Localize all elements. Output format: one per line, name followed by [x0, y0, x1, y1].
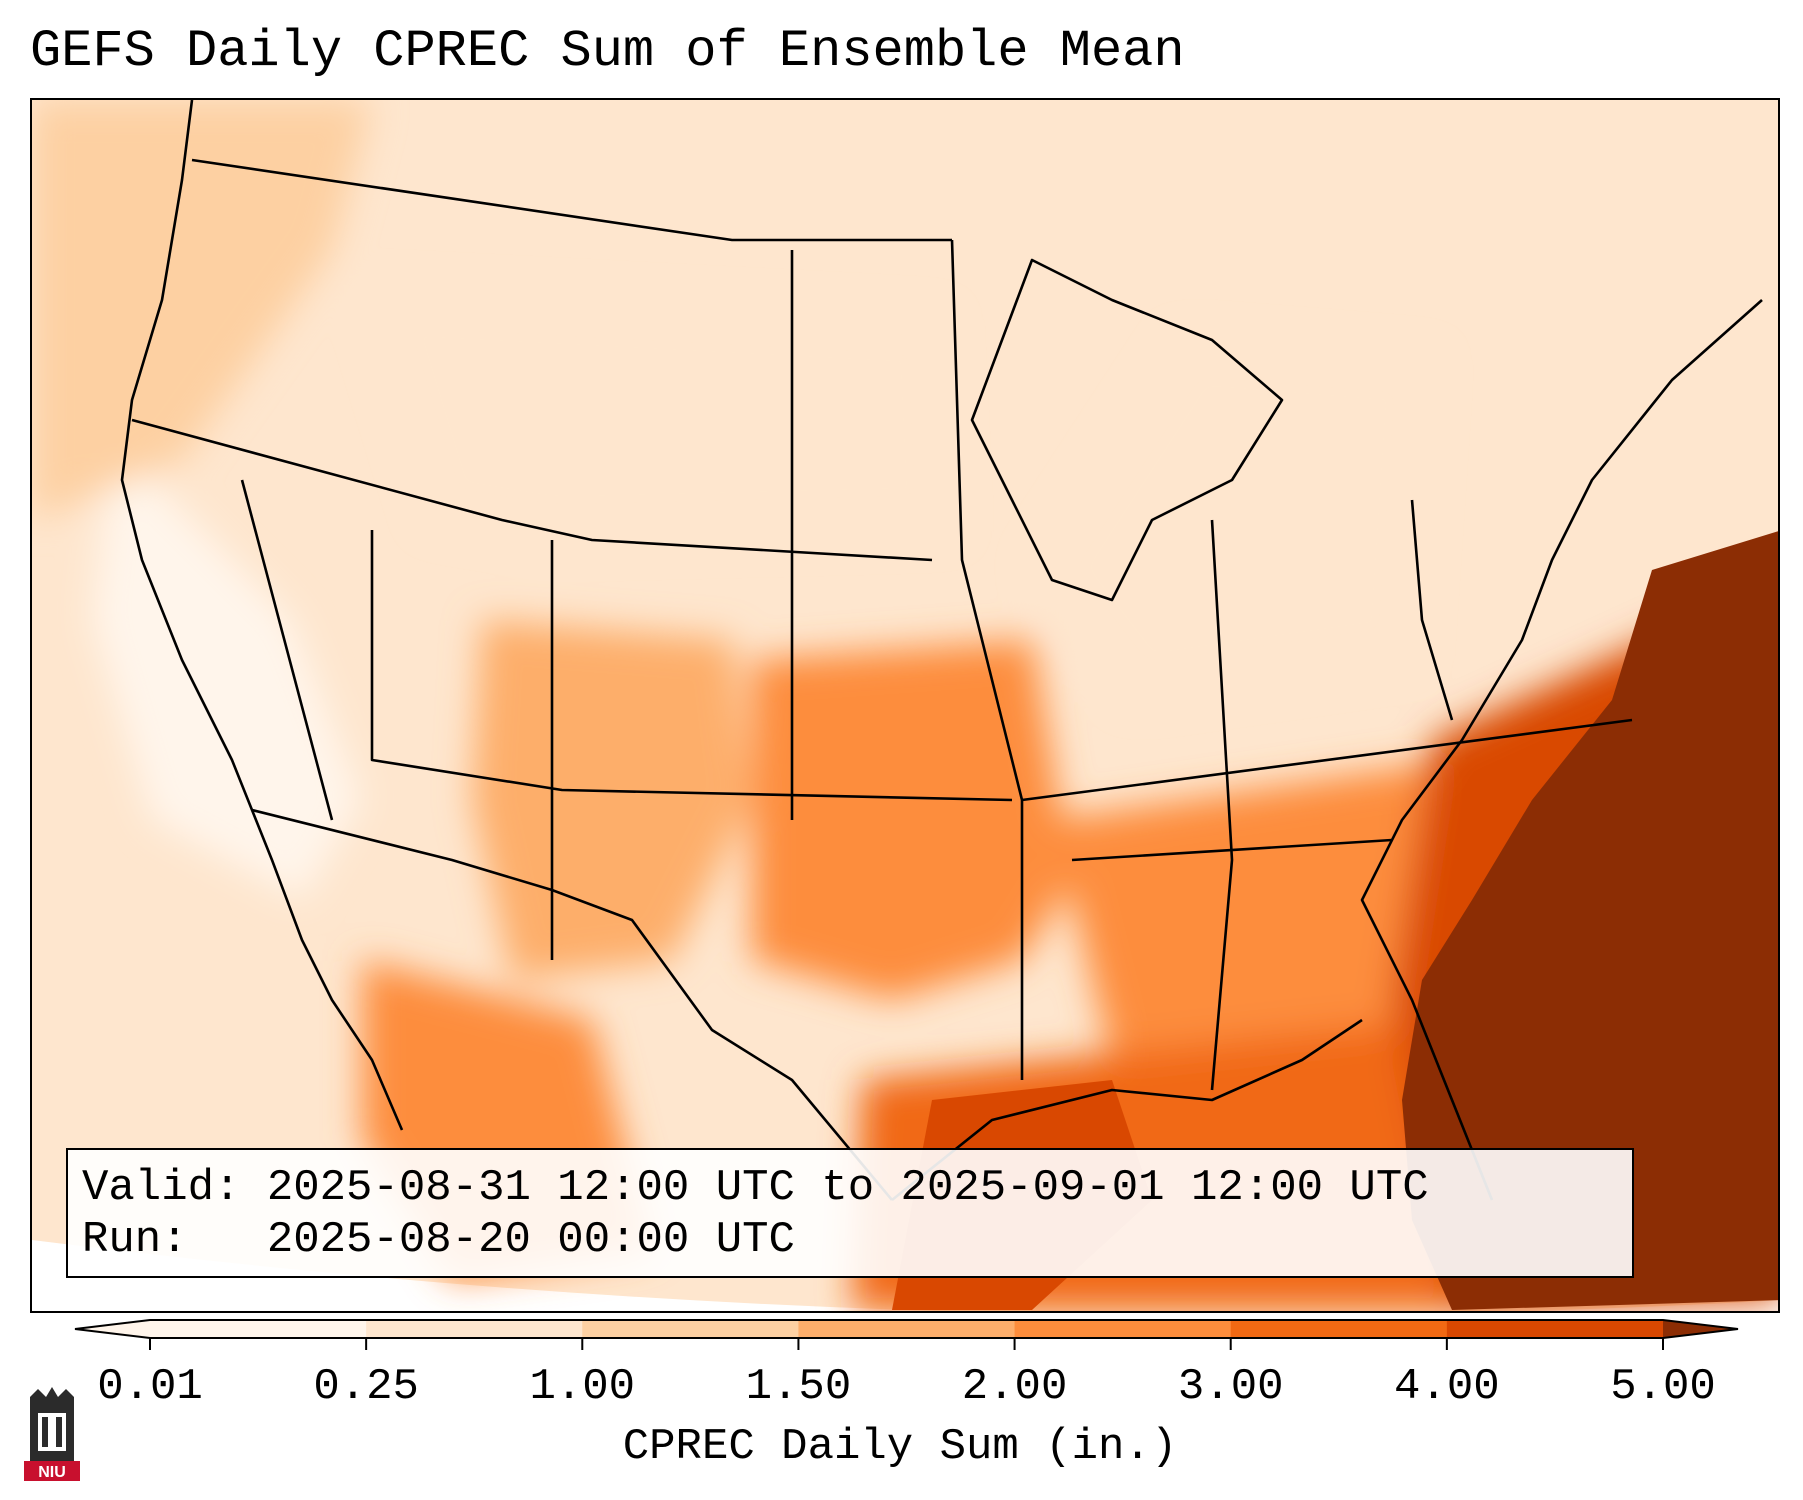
colorbar-tick-label: 1.50: [745, 1362, 852, 1412]
state-line-b: [370, 530, 1013, 802]
precip-map: [30, 98, 1780, 1313]
precip-zone-northeast: [1032, 340, 1432, 700]
colorbar-label: CPREC Daily Sum (in.): [622, 1422, 1178, 1472]
valid-run-box: Valid: 2025-08-31 12:00 UTC to 2025-09-0…: [66, 1148, 1634, 1278]
valid-row: Valid: 2025-08-31 12:00 UTC to 2025-09-0…: [82, 1162, 1618, 1214]
precip-zone-northern-plains: [362, 290, 952, 540]
colorbar-segment: [798, 1320, 1016, 1338]
precip-zone-northwest: [32, 100, 372, 520]
gulf-coast: [891, 1018, 1363, 1202]
state-line-h: [1410, 499, 1454, 721]
state-line-i: [240, 479, 334, 821]
colorbar-segment: [1446, 1320, 1664, 1338]
colorbar-tick-label: 5.00: [1610, 1362, 1716, 1412]
state-line-j: [1071, 838, 1393, 862]
run-row: Run: 2025-08-20 00:00 UTC: [82, 1214, 1618, 1266]
colorbar-tick-label: 3.00: [1177, 1362, 1284, 1412]
great-lakes: [970, 258, 1284, 602]
state-line-f: [1021, 718, 1633, 802]
us-canada-border: [191, 158, 952, 242]
colorbar-extend-max: [1663, 1320, 1738, 1338]
colorbar-tick-label: 2.00: [961, 1362, 1068, 1412]
valid-label: Valid:: [82, 1163, 241, 1213]
colorbar-segment: [1014, 1320, 1232, 1338]
coastline-east: [1360, 299, 1763, 1201]
state-boundaries: [120, 100, 1763, 1202]
valid-value: 2025-08-31 12:00 UTC to 2025-09-01 12:00…: [266, 1163, 1429, 1213]
colorbar-tick-label: 4.00: [1394, 1362, 1500, 1412]
niu-logo-icon: NIU: [24, 1387, 80, 1481]
map-canvas: [32, 100, 1778, 1311]
colorbar-tick-label: 0.01: [97, 1362, 203, 1412]
coastline-west: [120, 100, 404, 1131]
colorbar-extend-min: [75, 1320, 150, 1338]
colorbar-segment: [582, 1320, 799, 1338]
precip-zone-rockies: [472, 620, 752, 980]
colorbar-segment: [150, 1320, 367, 1338]
colorbar-tick-label: 0.25: [313, 1362, 419, 1412]
colorbar-ticks: [149, 1338, 1664, 1350]
colorbar-segment: [366, 1320, 583, 1338]
colorbar-tick-label: 1.00: [529, 1362, 636, 1412]
colorbar-segment: [1230, 1320, 1448, 1338]
colorbar: [74, 1319, 1739, 1350]
precip-zone-southeast: [1052, 760, 1492, 1060]
state-line-e: [950, 239, 1024, 1080]
us-mexico-border: [251, 808, 893, 1201]
state-line-g: [1210, 519, 1234, 1091]
state-line-a: [131, 418, 933, 562]
precip-zone-plains: [752, 640, 1072, 1000]
logo-text: NIU: [38, 1464, 66, 1481]
colorbar-segments: [75, 1320, 1738, 1338]
map-title: GEFS Daily CPREC Sum of Ensemble Mean: [30, 22, 1185, 81]
precip-max-atlantic: [1402, 531, 1778, 1310]
run-value: 2025-08-20 00:00 UTC: [266, 1215, 795, 1265]
precip-zone-westcoast-dry: [92, 440, 362, 900]
run-label: Run:: [82, 1215, 188, 1265]
